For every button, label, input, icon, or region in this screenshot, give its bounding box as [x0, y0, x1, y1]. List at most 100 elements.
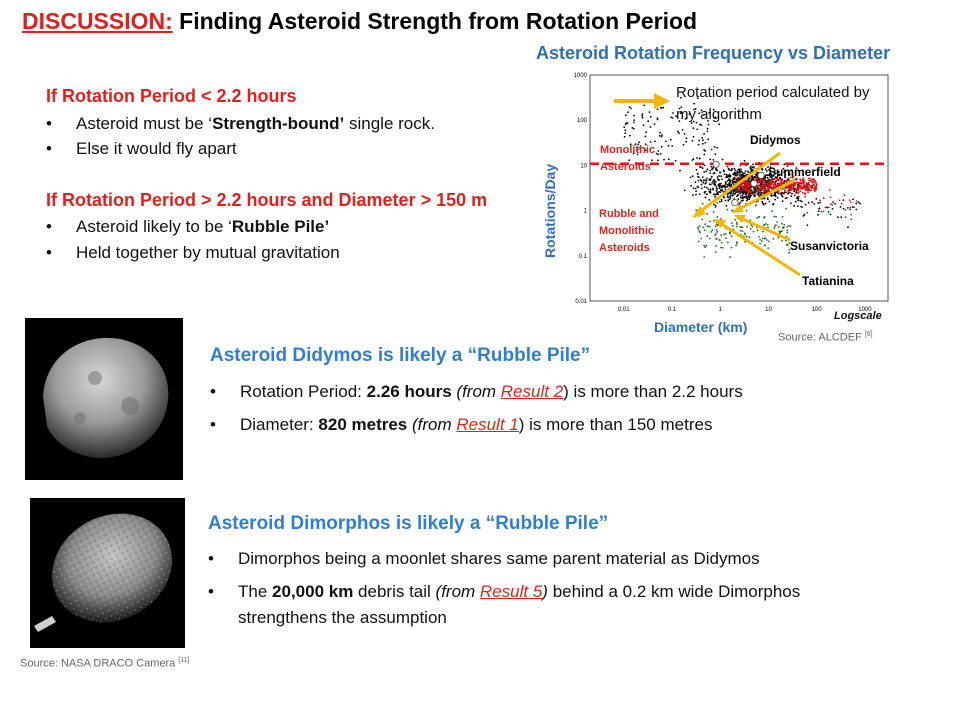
data-point: [756, 217, 758, 219]
data-point: [802, 181, 805, 184]
y-tick-label: 10: [580, 163, 587, 169]
dimorphos-heading: Asteroid Dimorphos is likely a “Rubble P…: [208, 513, 609, 534]
data-point: [763, 216, 766, 218]
y-axis-label: Rotations/Day: [542, 163, 558, 258]
data-point: [726, 185, 729, 188]
data-point: [641, 113, 644, 115]
data-point: [728, 168, 730, 171]
data-point: [644, 143, 647, 146]
data-point: [736, 223, 738, 226]
data-point: [672, 112, 674, 114]
label-rubble: Rubble and Monolithic Asteroids: [599, 208, 659, 254]
data-point: [712, 220, 715, 222]
arrow-susanvictoria: [739, 216, 791, 242]
data-point: [810, 189, 812, 192]
data-point: [729, 256, 731, 258]
data-point: [680, 111, 683, 114]
data-point: [624, 129, 627, 131]
data-point: [706, 186, 708, 189]
data-point: [633, 114, 635, 117]
rule1-heading: If Rotation Period < 2.2 hours: [46, 86, 297, 106]
data-point: [801, 206, 804, 209]
data-point: [750, 168, 752, 171]
data-point: [819, 201, 822, 204]
data-point: [645, 131, 647, 134]
data-point: [762, 203, 765, 206]
data-point: [763, 189, 766, 192]
data-point: [748, 184, 751, 187]
data-point: [728, 195, 731, 198]
data-point: [667, 158, 670, 161]
data-point: [708, 199, 711, 201]
data-point: [771, 181, 774, 183]
data-point: [683, 133, 686, 135]
data-point: [759, 186, 762, 188]
data-point: [793, 184, 796, 187]
data-point: [815, 198, 818, 200]
data-point: [744, 187, 747, 190]
data-point: [695, 121, 698, 124]
data-point: [777, 236, 780, 239]
data-point: [796, 205, 799, 208]
data-point: [696, 172, 699, 175]
data-point: [804, 193, 807, 196]
data-point: [679, 96, 682, 99]
data-point: [808, 179, 810, 182]
data-point: [849, 208, 852, 211]
arrow-didymos: [697, 151, 781, 215]
result-5-link[interactable]: Result 5: [479, 582, 543, 601]
data-point: [717, 193, 720, 195]
data-point: [741, 226, 744, 229]
data-point: [731, 194, 734, 197]
data-point: [744, 232, 746, 235]
data-point: [735, 225, 738, 228]
ticks-group: 0.01 0.1 1 10 100 1000 1000 100 10 1 0.1 0.01: [574, 73, 873, 313]
data-point: [720, 182, 722, 185]
data-point: [745, 199, 748, 202]
result-2-link[interactable]: Result 2: [500, 382, 564, 401]
data-point: [734, 190, 737, 193]
data-point: [732, 189, 735, 192]
data-point: [766, 174, 769, 177]
data-point: [689, 176, 692, 179]
data-point: [726, 165, 729, 168]
data-point: [720, 198, 723, 201]
data-point: [712, 211, 715, 213]
data-point: [714, 204, 717, 207]
data-point: [651, 159, 653, 162]
data-point: [727, 199, 730, 202]
data-point: [706, 235, 708, 238]
data-point: [791, 192, 793, 195]
data-point: [703, 191, 706, 193]
data-point: [713, 203, 715, 206]
data-point: [763, 179, 765, 181]
data-point: [671, 117, 674, 119]
data-point: [795, 192, 797, 195]
data-point: [718, 123, 721, 126]
data-point: [799, 184, 801, 187]
result-1-link[interactable]: Result 1: [456, 415, 519, 434]
data-point: [710, 231, 713, 233]
data-point: [715, 169, 718, 171]
data-point: [734, 178, 737, 181]
data-point: [700, 109, 703, 112]
data-point: [758, 236, 760, 238]
data-point: [797, 187, 800, 190]
data-point: [747, 171, 750, 173]
data-point: [795, 178, 798, 181]
data-point: [790, 195, 793, 198]
data-point: [750, 165, 752, 168]
data-point: [800, 200, 803, 203]
data-point: [707, 120, 709, 122]
data-point: [778, 171, 780, 173]
data-point: [851, 206, 854, 209]
data-point: [702, 139, 704, 142]
data-point: [699, 231, 702, 234]
data-point: [803, 185, 806, 187]
data-point: [696, 157, 698, 159]
data-point: [752, 163, 754, 166]
data-point: [769, 175, 772, 178]
data-point: [755, 204, 757, 207]
data-point: [773, 227, 776, 230]
highlight-point-susanvictoria: [750, 179, 758, 188]
